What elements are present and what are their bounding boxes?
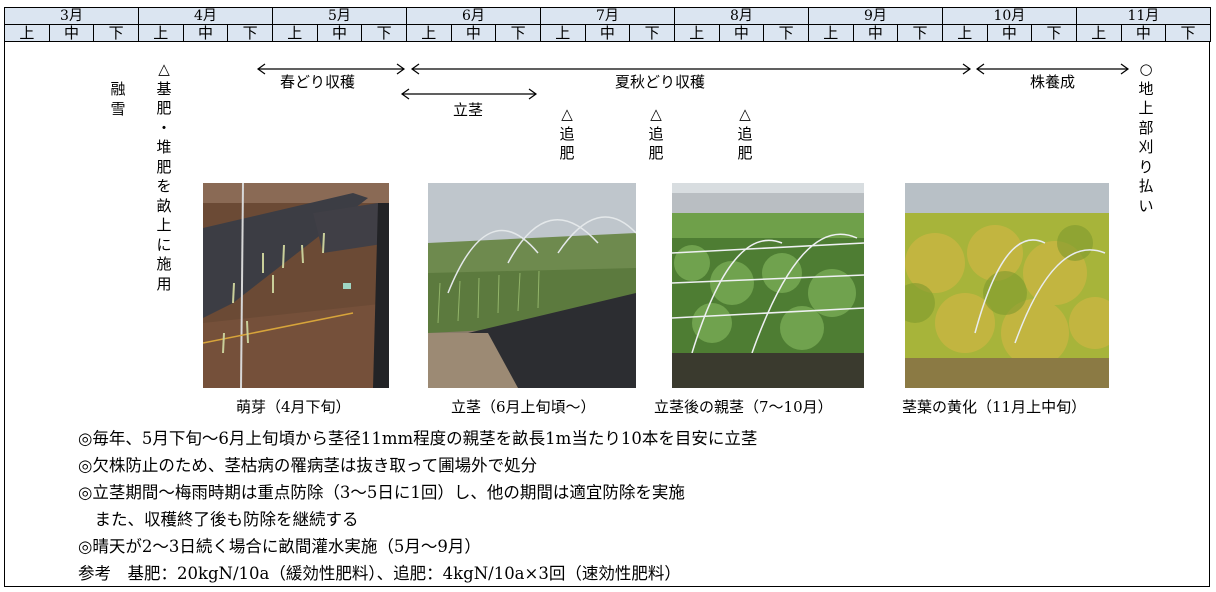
dekad-cell: 下 bbox=[763, 24, 809, 42]
note-3: ◎立茎期間～梅雨時期は重点防除（3～5日に1回）し、他の期間は適宜防除を実施 bbox=[78, 483, 685, 502]
calendar-header: 3月 4月 5月 6月 7月 8月 9月 10月 11月 上中下上中下上中下上中下上中下上中下上… bbox=[4, 7, 1211, 42]
dekad-cell: 上 bbox=[137, 24, 184, 42]
rootstock-label: 株養成 bbox=[1030, 73, 1076, 91]
note-5: ◎晴天が2～3日続く場合に畝間灌水実施（5月～9月） bbox=[78, 537, 481, 556]
dekad-cell: 上 bbox=[405, 24, 452, 42]
month-cell: 4月 bbox=[137, 7, 273, 25]
month-cell: 8月 bbox=[673, 7, 809, 25]
dekad-cell: 中 bbox=[450, 24, 497, 42]
dekad-cell: 中 bbox=[986, 24, 1033, 42]
photo-yellowing bbox=[905, 183, 1109, 388]
snowmelt-label: 融雪 bbox=[110, 80, 126, 118]
month-cell: 7月 bbox=[539, 7, 675, 25]
topdress-label-1: △ 追肥 bbox=[559, 105, 575, 162]
caption-stand-stems: 立茎（6月上旬頃～） bbox=[451, 398, 596, 416]
dekad-cell: 下 bbox=[897, 24, 943, 42]
dekad-cell: 下 bbox=[1165, 24, 1211, 42]
basal-fertilizer-label: △ 基肥・堆肥を畝上に施用 bbox=[156, 60, 172, 293]
note-6: 参考 基肥：20kgN/10a（緩効性肥料）、追肥：4kgN/10a×3回（速効… bbox=[78, 564, 681, 583]
dekad-row: 上中下上中下上中下上中下上中下上中下上中下上中下上中下 bbox=[4, 24, 1211, 42]
dekad-cell: 下 bbox=[495, 24, 541, 42]
dekad-cell: 中 bbox=[852, 24, 899, 42]
dekad-cell: 中 bbox=[1120, 24, 1167, 42]
dekad-cell: 上 bbox=[673, 24, 720, 42]
caption-sprouting: 萌芽（4月下旬） bbox=[236, 398, 351, 416]
month-row: 3月 4月 5月 6月 7月 8月 9月 10月 11月 bbox=[4, 7, 1211, 25]
month-cell: 3月 bbox=[4, 7, 139, 25]
photo-stand-stems bbox=[428, 183, 636, 388]
dekad-cell: 下 bbox=[361, 24, 407, 42]
dekad-cell: 中 bbox=[182, 24, 229, 42]
spring-harvest-label: 春どり収穫 bbox=[280, 73, 356, 91]
dekad-cell: 下 bbox=[629, 24, 675, 42]
summer-harvest-arrow bbox=[410, 63, 972, 75]
spring-harvest-arrow bbox=[256, 63, 406, 75]
note-4: また、収穫終了後も防除を継続する bbox=[78, 510, 359, 529]
month-cell: 5月 bbox=[271, 7, 407, 25]
note-1: ◎毎年、5月下旬～6月上旬頃から茎径11mm程度の親茎を畝長1m当たり10本を目… bbox=[78, 429, 758, 448]
dekad-cell: 上 bbox=[941, 24, 988, 42]
dekad-cell: 中 bbox=[584, 24, 631, 42]
stand-up-arrow bbox=[400, 88, 538, 100]
rootstock-arrow bbox=[975, 63, 1130, 75]
month-cell: 11月 bbox=[1075, 7, 1211, 25]
dekad-cell: 上 bbox=[1075, 24, 1122, 42]
dekad-cell: 上 bbox=[271, 24, 318, 42]
dekad-cell: 下 bbox=[93, 24, 139, 42]
dekad-cell: 上 bbox=[539, 24, 586, 42]
photo-sprouting bbox=[203, 183, 389, 388]
cutting-label: ○ 地上部刈り払い bbox=[1138, 60, 1154, 215]
topdress-label-3: △ 追肥 bbox=[737, 105, 753, 162]
dekad-cell: 中 bbox=[316, 24, 363, 42]
summer-harvest-label: 夏秋どり収穫 bbox=[615, 73, 706, 91]
caption-mother-stems: 立茎後の親茎（7～10月） bbox=[654, 398, 833, 416]
dekad-cell: 下 bbox=[227, 24, 273, 42]
stand-up-label: 立茎 bbox=[453, 101, 484, 119]
dekad-cell: 中 bbox=[718, 24, 765, 42]
topdress-label-2: △ 追肥 bbox=[648, 105, 664, 162]
note-2: ◎欠株防止のため、茎枯病の罹病茎は抜き取って圃場外で処分 bbox=[78, 456, 538, 475]
dekad-cell: 上 bbox=[4, 24, 50, 42]
dekad-cell: 上 bbox=[807, 24, 854, 42]
photo-mother-stems bbox=[672, 183, 864, 388]
month-cell: 10月 bbox=[941, 7, 1077, 25]
dekad-cell: 下 bbox=[1031, 24, 1077, 42]
dekad-cell: 中 bbox=[48, 24, 95, 42]
caption-yellowing: 茎葉の黄化（11月上中旬） bbox=[902, 398, 1087, 416]
month-cell: 9月 bbox=[807, 7, 943, 25]
month-cell: 6月 bbox=[405, 7, 541, 25]
